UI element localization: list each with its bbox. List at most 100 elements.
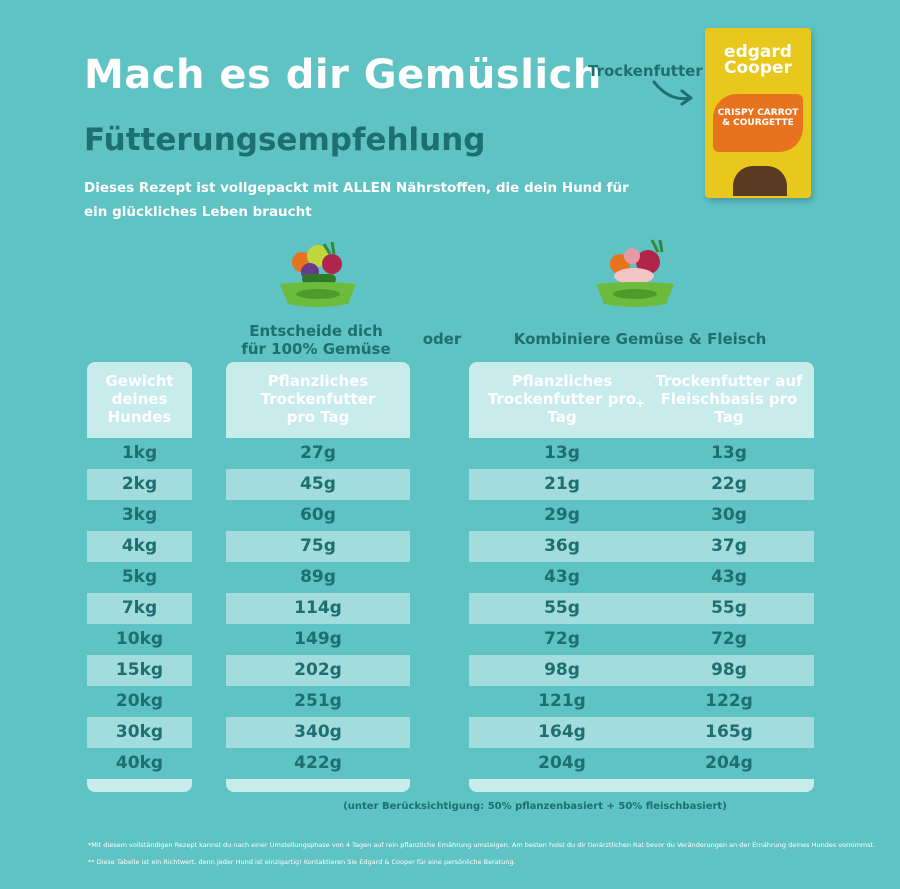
- combo-meat-cell: 22g: [711, 474, 747, 494]
- veg-column-title: Entscheide dich für 100% Gemüse: [241, 322, 391, 358]
- combo-note: (unter Berücksichtigung: 50% pflanzenbas…: [343, 801, 727, 812]
- weight-cell: 4kg: [121, 536, 158, 556]
- veg-amount-cell: 149g: [294, 629, 342, 649]
- weight-cell: 40kg: [115, 753, 164, 773]
- combo-meat-cell: 165g: [705, 722, 753, 742]
- combo-plant-cell: 121g: [538, 691, 586, 711]
- table-row: 55g 55g: [469, 593, 814, 624]
- table-row: 422g: [226, 748, 410, 779]
- table-row: 15kg: [87, 655, 192, 686]
- table-row: 60g: [226, 500, 410, 531]
- table-row: 5kg: [87, 562, 192, 593]
- dogs-illustration: [733, 166, 787, 196]
- table-row: 202g: [226, 655, 410, 686]
- table-row: 40kg: [87, 748, 192, 779]
- table-row: 3kg: [87, 500, 192, 531]
- table-row: 149g: [226, 624, 410, 655]
- combo-plant-cell: 204g: [538, 753, 586, 773]
- weight-panel: Gewicht deines Hundes 1kg 2kg 3kg 4kg 5kg 7kg…: [87, 362, 192, 792]
- table-row: 36g 37g: [469, 531, 814, 562]
- combo-plant-cell: 36g: [544, 536, 580, 556]
- pack-label: Trockenfutter: [588, 62, 703, 80]
- table-row: 121g 122g: [469, 686, 814, 717]
- combo-plant-cell: 98g: [544, 660, 580, 680]
- combo-meat-cell: 122g: [705, 691, 753, 711]
- table-row: 1kg: [87, 438, 192, 469]
- table-row: 72g 72g: [469, 624, 814, 655]
- weight-cell: 3kg: [121, 505, 158, 525]
- page-subtitle: Fütterungsempfehlung: [84, 122, 486, 158]
- combo-meat-cell: 43g: [711, 567, 747, 587]
- product-brand: edgard Cooper: [724, 42, 792, 78]
- combo-plant-cell: 43g: [544, 567, 580, 587]
- weight-cell: 1kg: [121, 443, 158, 463]
- table-row: 4kg: [87, 531, 192, 562]
- veg-amount-cell: 75g: [300, 536, 336, 556]
- combo-plant-cell: 164g: [538, 722, 586, 742]
- weight-cell: 30kg: [115, 722, 164, 742]
- table-row: 20kg: [87, 686, 192, 717]
- combo-meat-cell: 30g: [711, 505, 747, 525]
- footnote-2: ** Diese Tabelle ist ein Richtwert, denn…: [88, 858, 516, 866]
- combo-meat-cell: 72g: [711, 629, 747, 649]
- table-row: 98g 98g: [469, 655, 814, 686]
- veg-panel: Pflanzliches Trockenfutter pro Tag 27g 45…: [226, 362, 410, 792]
- veg-amount-cell: 114g: [294, 598, 342, 618]
- veg-amount-cell: 202g: [294, 660, 342, 680]
- table-row: 13g 13g: [469, 438, 814, 469]
- table-row: 30kg: [87, 717, 192, 748]
- combo-panel: Pflanzliches Trockenfutter pro Tag + Tro…: [469, 362, 814, 792]
- combo-column-title: Kombiniere Gemüse & Fleisch: [513, 330, 767, 348]
- table-row: 251g: [226, 686, 410, 717]
- table-row: 7kg: [87, 593, 192, 624]
- table-row: 45g: [226, 469, 410, 500]
- combo-plant-cell: 13g: [544, 443, 580, 463]
- combo-header: Pflanzliches Trockenfutter pro Tag + Tro…: [487, 372, 803, 426]
- veg-amount-cell: 251g: [294, 691, 342, 711]
- combo-plant-cell: 21g: [544, 474, 580, 494]
- arrow-icon: [652, 80, 693, 106]
- veg-amount-cell: 27g: [300, 443, 336, 463]
- product-band: [713, 94, 803, 152]
- weight-header: Gewicht deines Hundes: [105, 372, 174, 426]
- table-row: 21g 22g: [469, 469, 814, 500]
- footnote-1: *Mit diesem vollständigen Rezept kannst …: [88, 841, 876, 849]
- table-row: 2kg: [87, 469, 192, 500]
- weight-cell: 5kg: [121, 567, 158, 587]
- weight-cell: 2kg: [121, 474, 158, 494]
- weight-cell: 7kg: [121, 598, 158, 618]
- combo-meat-cell: 13g: [711, 443, 747, 463]
- combo-meat-cell: 37g: [711, 536, 747, 556]
- veg-amount-cell: 422g: [294, 753, 342, 773]
- combo-meat-cell: 98g: [711, 660, 747, 680]
- mixed-bowl-icon: [596, 239, 674, 307]
- vegetable-bowl-icon: [280, 241, 356, 307]
- combo-meat-cell: 55g: [711, 598, 747, 618]
- combo-plant-cell: 72g: [544, 629, 580, 649]
- product-package: edgard Cooper CRISPY CARROT & COURGETTE: [705, 28, 811, 198]
- table-row: 10kg: [87, 624, 192, 655]
- veg-amount-cell: 45g: [300, 474, 336, 494]
- combo-meat-cell: 204g: [705, 753, 753, 773]
- table-row: 75g: [226, 531, 410, 562]
- product-name: CRISPY CARROT & COURGETTE: [717, 108, 799, 128]
- table-row: 340g: [226, 717, 410, 748]
- veg-header: Pflanzliches Trockenfutter pro Tag: [260, 372, 376, 426]
- veg-amount-cell: 340g: [294, 722, 342, 742]
- weight-cell: 15kg: [115, 660, 164, 680]
- table-row: 114g: [226, 593, 410, 624]
- table-row: 29g 30g: [469, 500, 814, 531]
- weight-cell: 20kg: [115, 691, 164, 711]
- table-row: 89g: [226, 562, 410, 593]
- veg-amount-cell: 60g: [300, 505, 336, 525]
- combo-plant-cell: 55g: [544, 598, 580, 618]
- or-label: oder: [422, 330, 462, 348]
- table-row: 204g 204g: [469, 748, 814, 779]
- table-row: 164g 165g: [469, 717, 814, 748]
- veg-amount-cell: 89g: [300, 567, 336, 587]
- page-title: Mach es dir Gemüslich: [84, 52, 602, 98]
- intro-text: Dieses Rezept ist vollgepackt mit ALLEN …: [84, 180, 629, 220]
- combo-plant-cell: 29g: [544, 505, 580, 525]
- table-row: 27g: [226, 438, 410, 469]
- plus-sign: +: [634, 396, 646, 410]
